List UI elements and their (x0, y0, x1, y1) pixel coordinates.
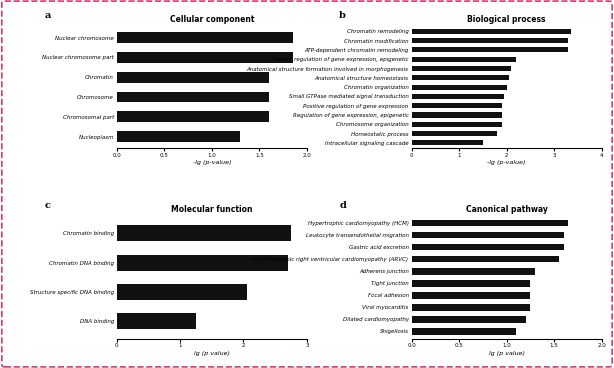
Bar (117, 255, 288, 270)
Bar (411, 131, 497, 136)
Bar (411, 304, 530, 311)
Bar (411, 122, 502, 127)
Bar (411, 57, 516, 62)
Bar (117, 72, 269, 83)
Bar (411, 85, 507, 90)
Bar (411, 256, 559, 262)
Bar (411, 244, 564, 251)
Bar (411, 66, 511, 71)
Bar (411, 38, 569, 43)
Bar (411, 220, 569, 226)
Title: Biological process: Biological process (467, 15, 546, 24)
Bar (117, 225, 291, 241)
Text: a: a (44, 11, 51, 20)
Bar (411, 268, 535, 275)
Text: c: c (44, 201, 50, 210)
Bar (411, 75, 509, 80)
Bar (411, 94, 504, 99)
Title: Canonical pathway: Canonical pathway (465, 205, 548, 214)
Bar (411, 112, 502, 117)
Bar (117, 313, 196, 329)
Bar (411, 140, 483, 145)
Bar (411, 47, 569, 53)
Bar (411, 232, 564, 238)
X-axis label: lg (p value): lg (p value) (489, 350, 524, 355)
Title: Molecular function: Molecular function (171, 205, 252, 214)
Text: d: d (339, 201, 346, 210)
Bar (411, 292, 530, 298)
Bar (117, 284, 247, 300)
Bar (411, 328, 516, 335)
Bar (117, 92, 269, 102)
Bar (411, 316, 526, 323)
X-axis label: lg (p value): lg (p value) (194, 350, 230, 355)
Bar (117, 112, 269, 122)
X-axis label: -lg (p-value): -lg (p-value) (488, 160, 526, 165)
Bar (117, 131, 240, 142)
Bar (117, 32, 293, 43)
Bar (411, 29, 571, 34)
Text: b: b (339, 11, 346, 20)
Bar (411, 103, 502, 108)
Bar (117, 52, 293, 63)
X-axis label: -lg (p-value): -lg (p-value) (193, 160, 231, 165)
Title: Cellular component: Cellular component (169, 15, 254, 24)
Bar (411, 280, 530, 287)
